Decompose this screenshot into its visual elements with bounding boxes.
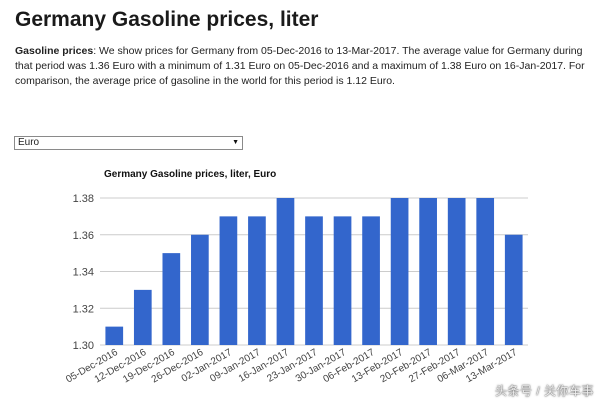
bar (390, 198, 409, 345)
currency-select[interactable]: Euro ▼ (14, 136, 243, 150)
bar (248, 216, 266, 345)
watermark: 头条号 / 关你车事 (494, 384, 594, 398)
bar (447, 198, 466, 345)
intro-paragraph: Gasoline prices: We show prices for Germ… (15, 44, 590, 89)
bar (276, 198, 295, 345)
y-tick-label: 1.36 (73, 230, 94, 242)
bar (133, 289, 152, 345)
y-tick-label: 1.34 (73, 267, 94, 279)
y-tick-label: 1.38 (73, 193, 94, 205)
page-title: Germany Gasoline prices, liter (15, 8, 319, 31)
bar (504, 234, 523, 345)
bar (105, 326, 124, 345)
intro-text: : We show prices for Germany from 05-Dec… (15, 45, 585, 87)
chevron-down-icon: ▼ (232, 139, 239, 146)
y-tick-label: 1.30 (73, 340, 94, 352)
y-tick-label: 1.32 (73, 303, 94, 315)
intro-label: Gasoline prices (15, 45, 94, 57)
currency-select-value: Euro (18, 137, 40, 148)
chart-title: Germany Gasoline prices, liter, Euro (104, 169, 277, 180)
bar (419, 198, 437, 345)
bar (333, 216, 352, 345)
bar (305, 216, 323, 345)
bar (191, 234, 209, 345)
bar (219, 216, 238, 345)
bar (476, 198, 495, 345)
bar (362, 216, 380, 345)
bar (162, 253, 181, 345)
